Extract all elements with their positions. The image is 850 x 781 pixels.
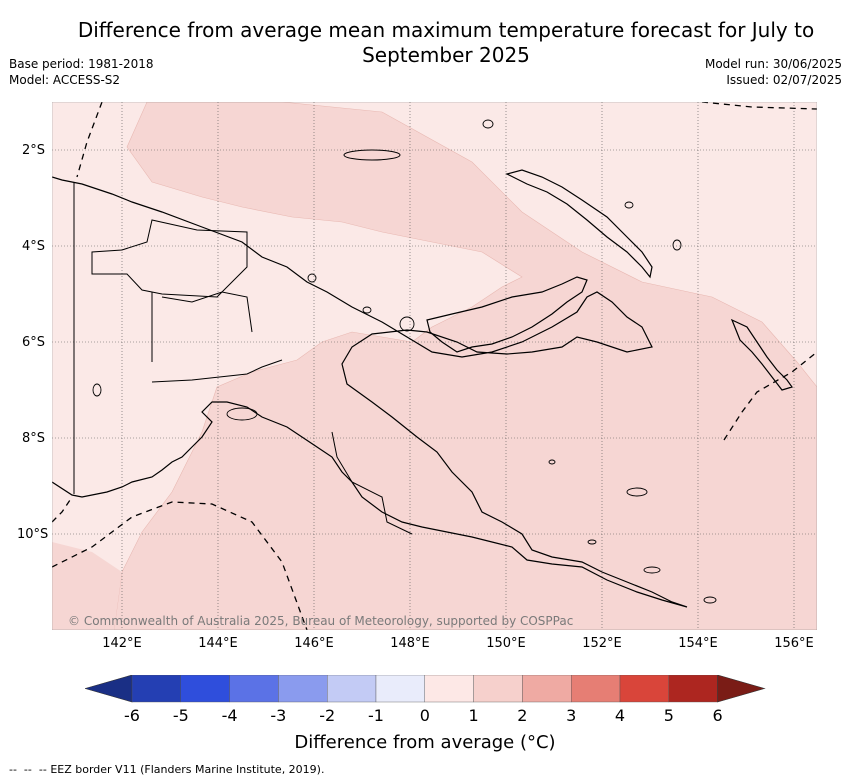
colorbar-segment	[180, 675, 230, 703]
lon-tick-152e: 152°E	[582, 636, 622, 651]
colorbar-segment	[326, 675, 377, 703]
new-guinea-coastline	[52, 176, 688, 608]
colorbar-segment	[229, 675, 279, 703]
forecast-map	[52, 102, 817, 630]
gridlines	[52, 102, 817, 630]
model-name: Model: ACCESS-S2	[9, 73, 121, 87]
colorbar-segments	[85, 675, 766, 703]
colorbar-tick-label: 2	[517, 706, 528, 725]
eez-dash-symbol: -- -- --	[9, 763, 47, 776]
legend-footnote: -- -- -- EEZ border V11 (Flanders Marine…	[9, 763, 324, 776]
colorbar-segment	[375, 675, 425, 703]
eez-borders	[52, 102, 817, 630]
borders	[73, 182, 413, 535]
colorbar-title: Difference from average (°C)	[294, 732, 556, 753]
issued-date: Issued: 02/07/2025	[726, 73, 842, 87]
eez-footnote-text: EEZ border V11 (Flanders Marine Institut…	[50, 763, 325, 776]
new-britain-island	[426, 276, 588, 353]
colorbar-tick-label: 3	[566, 706, 577, 725]
colorbar-arrow-high	[717, 675, 766, 703]
colorbar-tick-label: 6	[712, 706, 723, 725]
colorbar-tick-label: 0	[419, 706, 430, 725]
colorbar-segment	[278, 675, 328, 703]
lon-tick-148e: 148°E	[390, 636, 430, 651]
lat-tick-10s: 10°S	[17, 527, 49, 542]
colorbar-segment	[473, 675, 523, 703]
colorbar-segment	[424, 675, 474, 703]
small-islands	[92, 119, 717, 604]
base-period: Base period: 1981-2018	[9, 57, 154, 71]
colorbar	[85, 675, 766, 703]
credit-text: © Commonwealth of Australia 2025, Bureau…	[68, 614, 574, 628]
lon-tick-142e: 142°E	[102, 636, 142, 651]
meta-right: Model run: 30/06/2025 Issued: 02/07/2025	[705, 56, 842, 88]
lat-tick-2s: 2°S	[21, 143, 45, 158]
lat-tick-8s: 8°S	[21, 431, 45, 446]
colorbar-segment	[619, 675, 669, 703]
colorbar-segment	[668, 675, 718, 703]
bougainville-island	[730, 318, 793, 391]
colorbar-tick-label: -5	[172, 706, 189, 725]
colorbar-segment	[571, 675, 621, 703]
model-run: Model run: 30/06/2025	[704, 57, 842, 71]
meta-left: Base period: 1981-2018 Model: ACCESS-S2	[9, 56, 154, 88]
lon-tick-144e: 144°E	[198, 636, 238, 651]
lat-tick-4s: 4°S	[21, 239, 45, 254]
colorbar-arrow-low	[85, 675, 133, 703]
anomaly-region-sw	[52, 542, 122, 630]
colorbar-tick-label: 5	[663, 706, 674, 725]
new-ireland-island	[505, 169, 653, 279]
colorbar-segment	[131, 675, 181, 703]
colorbar-tick-label: -3	[270, 706, 287, 725]
lon-tick-150e: 150°E	[486, 636, 526, 651]
colorbar-segment	[522, 675, 572, 703]
lon-tick-156e: 156°E	[774, 636, 814, 651]
lat-tick-6s: 6°S	[21, 335, 45, 350]
manus-island	[343, 149, 401, 161]
colorbar-tick-label: -4	[221, 706, 238, 725]
colorbar-tick-label: 4	[614, 706, 626, 725]
anomaly-region-1-to-2	[113, 102, 817, 630]
colorbar-tick-label: 1	[468, 706, 479, 725]
lon-tick-154e: 154°E	[678, 636, 718, 651]
lon-tick-146e: 146°E	[294, 636, 334, 651]
colorbar-tick-label: -6	[124, 706, 140, 725]
colorbar-tick-label: -1	[368, 706, 384, 725]
colorbar-tick-label: -2	[319, 706, 336, 725]
page-title: Difference from average mean maximum tem…	[77, 18, 815, 67]
